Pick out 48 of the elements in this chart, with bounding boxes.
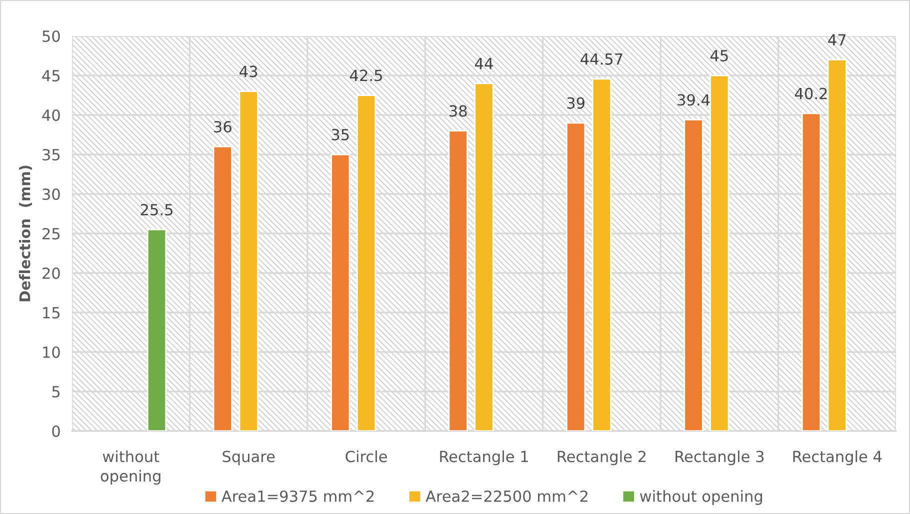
data-label: 40.2 (794, 88, 827, 100)
y-tick-label: 35 (42, 148, 60, 161)
bar (238, 90, 258, 431)
data-label: 39.4 (678, 94, 710, 106)
legend-label: Area2=22500 mm^2 (426, 490, 588, 502)
bar (146, 228, 167, 431)
data-label: 45 (710, 50, 728, 62)
x-tick-label: Square (222, 450, 275, 466)
bar (212, 146, 232, 431)
y-tick-label: 45 (42, 70, 60, 82)
y-tick-label: 20 (42, 267, 60, 280)
bar (592, 78, 612, 431)
data-label: 43 (240, 66, 258, 78)
data-label: 44 (475, 58, 493, 70)
x-tick-label: Circle (346, 450, 387, 462)
bar (356, 94, 376, 431)
bar (827, 59, 847, 431)
x-tick-label: Rectangle 4 (793, 450, 882, 466)
x-tick-label: Rectangle 1 (440, 450, 528, 466)
data-label: 47 (828, 34, 846, 46)
legend-label: Area1=9375 mm^2 (222, 490, 374, 502)
y-tick-label: 40 (42, 109, 60, 122)
x-tick-label: without opening (100, 450, 160, 485)
bar (474, 82, 494, 431)
y-axis-title: Deflection (mm) (19, 166, 32, 302)
y-tick-label: 15 (43, 307, 60, 319)
y-tick-label: 10 (43, 346, 60, 358)
bar (448, 130, 468, 431)
data-label: 36 (214, 120, 232, 133)
data-label: 35 (332, 128, 349, 140)
data-label: 25.5 (140, 204, 172, 216)
y-tick-label: 50 (42, 30, 60, 42)
x-tick-label: Rectangle 3 (676, 450, 764, 466)
legend-label: without opening (640, 490, 762, 505)
bar (330, 154, 350, 431)
data-label: 38 (450, 105, 467, 117)
y-tick-label: 0 (52, 425, 60, 438)
y-tick-label: 30 (42, 188, 60, 200)
bar (684, 119, 704, 431)
x-tick-label: Rectangle 2 (558, 450, 646, 466)
y-tick-label: 25 (42, 228, 60, 240)
bar (566, 122, 586, 431)
bar (710, 74, 730, 431)
data-label: 44.57 (580, 53, 622, 65)
y-tick-label: 5 (52, 386, 60, 398)
bar (801, 112, 822, 431)
data-label: 39 (567, 97, 584, 109)
data-label: 42.5 (350, 70, 382, 82)
